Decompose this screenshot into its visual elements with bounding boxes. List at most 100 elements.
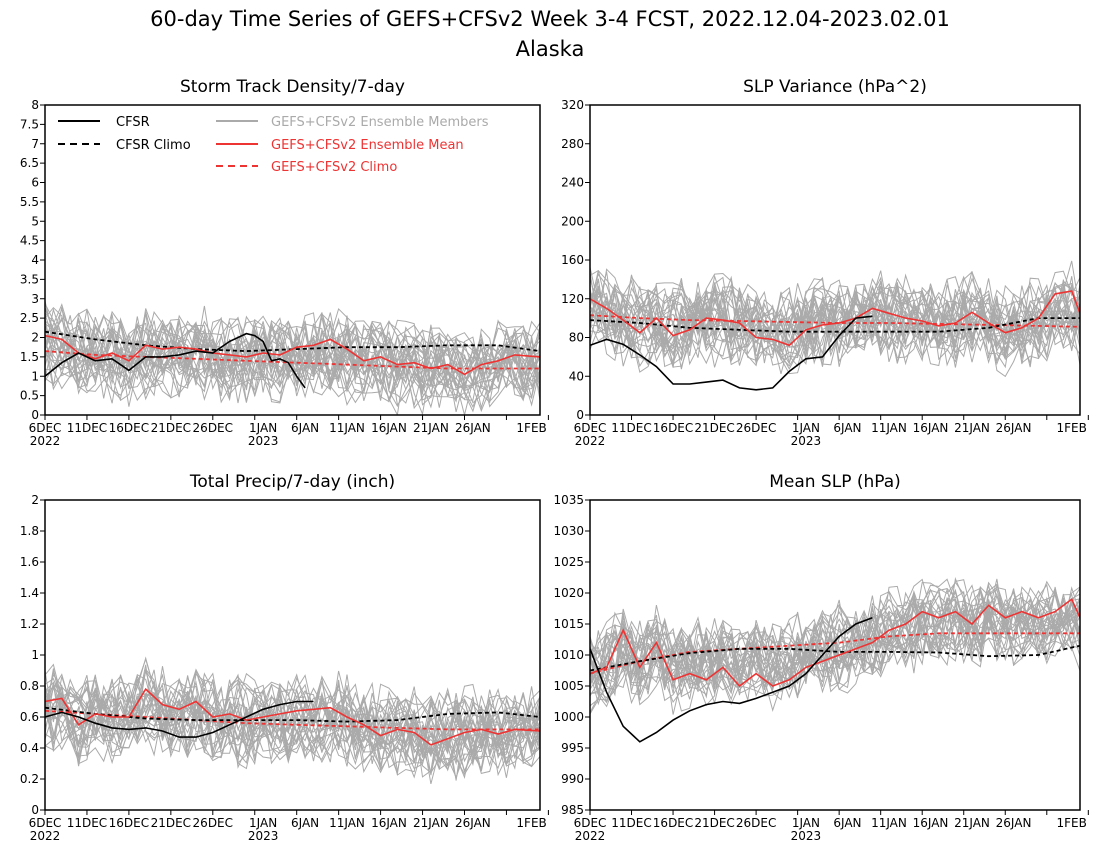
- x-tick-label: 11DEC: [611, 421, 651, 435]
- x-tick-label: 6JAN: [291, 816, 319, 830]
- x-tick-label: 21JAN: [413, 421, 449, 435]
- x-tick-label: 1JAN: [249, 421, 277, 435]
- y-tick-label: 6: [31, 176, 39, 190]
- x-tick-label: 6JAN: [291, 421, 319, 435]
- ensemble-member-line: [45, 324, 540, 389]
- plot-frame: [589, 104, 1081, 416]
- ensemble-member-line: [590, 285, 1080, 351]
- y-tick-label: 0.6: [20, 710, 39, 724]
- y-tick-label: 1.2: [20, 617, 39, 631]
- x-tick-label: 26DEC: [736, 816, 776, 830]
- x-tick-label: 16DEC: [109, 816, 149, 830]
- x-tick-label: 6DEC: [29, 816, 62, 830]
- x-tick-label: 26JAN: [996, 421, 1032, 435]
- x-tick-label: 1FEB: [1057, 816, 1087, 830]
- y-tick-label: 1.6: [20, 555, 39, 569]
- x-tick-label: 6JAN: [833, 421, 861, 435]
- y-tick-label: 3: [31, 292, 39, 306]
- x-tick-label: 26DEC: [193, 816, 233, 830]
- x-year-label: 2022: [30, 434, 61, 448]
- y-tick-label: 1.5: [20, 350, 39, 364]
- x-tick-label: 21JAN: [954, 421, 990, 435]
- ensemble-member-line: [590, 282, 1080, 359]
- x-tick-label: 26DEC: [193, 421, 233, 435]
- y-tick-label: 0: [31, 408, 39, 422]
- x-tick-label: 6DEC: [574, 421, 607, 435]
- ensemble-member-line: [45, 668, 540, 749]
- y-tick-label: 0.4: [20, 741, 39, 755]
- x-tick-label: 11JAN: [329, 816, 365, 830]
- panel-title-precip: Total Precip/7-day (inch): [189, 472, 395, 492]
- x-tick-label: 26DEC: [736, 421, 776, 435]
- legend-label-gefs-climo: GEFS+CFSv2 Climo: [271, 160, 397, 175]
- ensemble-member-line: [590, 605, 1080, 715]
- ensemble-member-line: [590, 288, 1080, 364]
- x-year-label: 2022: [575, 434, 606, 448]
- y-tick-label: 160: [561, 253, 584, 267]
- x-tick-label: 21JAN: [954, 816, 990, 830]
- y-tick-label: 0.5: [20, 389, 39, 403]
- y-tick-label: 4: [31, 253, 39, 267]
- y-tick-label: 1035: [553, 493, 584, 507]
- x-tick-label: 11DEC: [67, 421, 107, 435]
- ensemble-member-line: [45, 322, 540, 400]
- y-tick-label: 5.5: [20, 195, 39, 209]
- y-tick-label: 985: [561, 803, 584, 817]
- ensemble-member-line: [590, 578, 1080, 675]
- y-tick-label: 1000: [553, 710, 584, 724]
- x-tick-label: 21DEC: [694, 816, 734, 830]
- x-tick-label: 11JAN: [871, 421, 907, 435]
- plot-area-precip: [45, 656, 540, 785]
- panel-slp-variance: SLP Variance (hPa^2) 0 40 80 120 160 200 240 280…: [561, 77, 1089, 448]
- legend: CFSR CFSR Climo GEFS+CFSv2 Ensemble Memb…: [58, 115, 489, 175]
- y-tick-label: 4.5: [20, 234, 39, 248]
- series-line-gefs-cfsv2-climo: [45, 350, 540, 370]
- x-tick-label: 26JAN: [996, 816, 1032, 830]
- legend-label-members: GEFS+CFSv2 Ensemble Members: [271, 115, 489, 130]
- x-tick-label: 11JAN: [329, 421, 365, 435]
- ensemble-member-line: [590, 278, 1080, 359]
- ensemble-member-line: [590, 288, 1080, 365]
- y-tick-label: 120: [561, 292, 584, 306]
- plot-area-storm-track: [45, 300, 540, 415]
- series-line-gefs-cfsv2-ensemble-mean: [45, 334, 540, 376]
- ensemble-member-line: [590, 274, 1080, 344]
- y-tick-label: 0: [31, 803, 39, 817]
- series-line-cfsr: [45, 332, 306, 389]
- y-tick-label: 3.5: [20, 272, 39, 286]
- panel-title-mean-slp: Mean SLP (hPa): [769, 472, 901, 492]
- ensemble-member-line: [590, 295, 1080, 368]
- x-tick-label: 26JAN: [455, 816, 491, 830]
- chart-title: 60-day Time Series of GEFS+CFSv2 Week 3-…: [150, 7, 950, 31]
- x-year-label: 2022: [575, 829, 606, 843]
- y-tick-label: 240: [561, 176, 584, 190]
- panel-storm-track-density: Storm Track Density/7-day 0 0.5 1 1.5 2 2.5 3 3.…: [20, 77, 549, 448]
- x-year-label: 2022: [30, 829, 61, 843]
- series-line-gefs-cfsv2-ensemble-mean: [590, 290, 1080, 347]
- ensemble-member-line: [590, 586, 1080, 693]
- x-tick-label: 16DEC: [109, 421, 149, 435]
- y-tick-label: 1010: [553, 648, 584, 662]
- y-tick-label: 995: [561, 741, 584, 755]
- ensemble-member-line: [590, 278, 1080, 350]
- x-tick-label: 1JAN: [792, 816, 820, 830]
- ensemble-member-line: [45, 693, 540, 776]
- plot-area-slp-variance: [590, 260, 1080, 391]
- x-tick-label: 1JAN: [792, 421, 820, 435]
- series-line-cfsr-climo: [590, 317, 1080, 333]
- ensemble-member-line: [590, 284, 1080, 359]
- plot-frame: [44, 499, 541, 811]
- x-year-label: 2023: [248, 829, 279, 843]
- y-tick-label: 2.5: [20, 311, 39, 325]
- ensemble-member-line: [45, 307, 540, 385]
- x-tick-label: 1FEB: [1057, 421, 1087, 435]
- y-tick-label: 1.8: [20, 524, 39, 538]
- y-tick-label: 320: [561, 98, 584, 112]
- y-tick-label: 0.8: [20, 679, 39, 693]
- x-year-label: 2023: [791, 434, 822, 448]
- ensemble-member-line: [45, 320, 540, 403]
- y-tick-label: 7: [31, 137, 39, 151]
- y-tick-label: 1025: [553, 555, 584, 569]
- y-tick-label: 1005: [553, 679, 584, 693]
- x-tick-label: 6JAN: [833, 816, 861, 830]
